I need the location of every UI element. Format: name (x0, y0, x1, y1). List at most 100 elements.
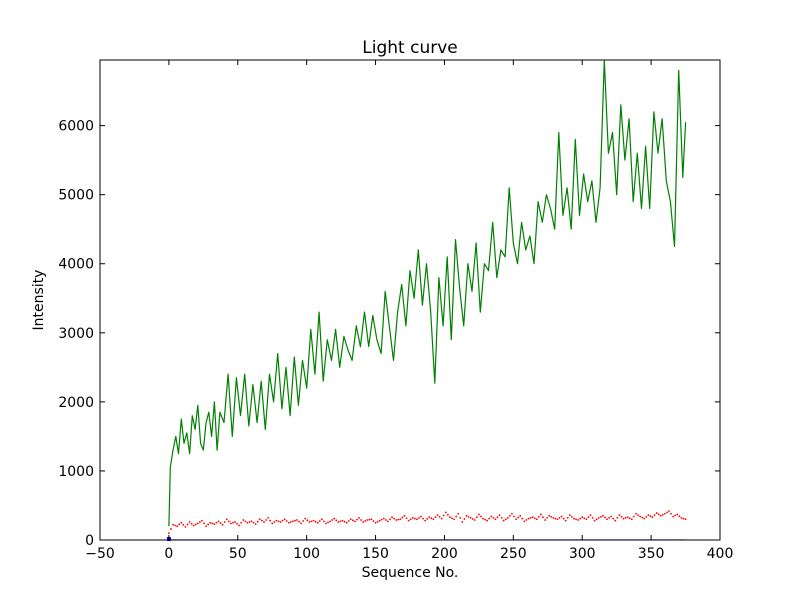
data-point (370, 518, 373, 521)
data-point (608, 516, 610, 519)
data-point (632, 515, 635, 518)
data-point (407, 519, 410, 522)
data-point (628, 517, 631, 520)
data-point (401, 516, 404, 519)
data-point (624, 516, 627, 519)
data-point (591, 516, 594, 519)
data-point (459, 516, 462, 519)
data-point (176, 525, 179, 528)
x-tick-label: −50 (85, 546, 115, 562)
data-point (368, 518, 371, 521)
data-point (252, 521, 255, 524)
data-point (637, 514, 639, 517)
data-point (217, 520, 220, 523)
data-point (614, 519, 617, 522)
data-point (296, 519, 298, 521)
data-point (384, 519, 387, 521)
data-point (585, 518, 588, 521)
data-point (314, 520, 317, 523)
data-point (273, 521, 276, 523)
y-tick-label: 6000 (58, 119, 94, 135)
data-point (492, 516, 495, 519)
data-point (639, 515, 641, 518)
data-point (422, 517, 424, 520)
data-point (535, 518, 538, 521)
data-point (430, 517, 433, 520)
data-point (680, 516, 683, 519)
data-point (203, 522, 205, 525)
data-point (566, 516, 569, 519)
data-point (306, 519, 309, 522)
data-point (364, 520, 367, 522)
data-point (242, 519, 245, 521)
data-point (215, 521, 218, 524)
series-1-points (167, 510, 687, 534)
data-point (601, 514, 604, 517)
data-point (523, 520, 526, 523)
data-point (389, 518, 391, 521)
data-point (248, 521, 251, 523)
data-point (490, 515, 493, 518)
data-point (542, 516, 544, 519)
data-point (263, 521, 265, 523)
data-point (457, 512, 460, 515)
data-point (517, 516, 520, 519)
y-tick-label: 1000 (58, 464, 94, 480)
data-point (531, 516, 534, 519)
data-point (211, 522, 214, 525)
data-point (672, 515, 675, 518)
y-tick-label: 4000 (58, 257, 94, 273)
data-point (626, 516, 629, 519)
data-point (275, 519, 278, 522)
data-point (399, 518, 402, 521)
data-point (446, 513, 449, 516)
data-point (198, 521, 201, 523)
data-point (577, 519, 579, 521)
data-point (415, 518, 418, 521)
data-point (539, 513, 542, 516)
data-point (635, 512, 637, 515)
data-point (682, 517, 685, 520)
data-point (562, 517, 565, 520)
data-point (287, 521, 290, 524)
data-point (649, 515, 652, 518)
data-point (622, 517, 625, 520)
data-point (221, 523, 224, 526)
data-point (573, 517, 575, 520)
data-point (320, 518, 323, 521)
data-point (304, 517, 307, 520)
data-point (372, 520, 375, 522)
data-point (606, 518, 608, 521)
data-point (232, 521, 234, 524)
data-point (587, 516, 590, 519)
data-point (548, 514, 551, 517)
data-point (205, 525, 207, 528)
data-point (500, 516, 503, 519)
x-tick-label: 50 (229, 546, 247, 562)
data-point (486, 519, 489, 522)
y-axis-label: Intensity (31, 270, 47, 331)
data-point (279, 521, 282, 523)
data-point (188, 521, 191, 523)
data-point (374, 521, 377, 524)
x-tick-label: 200 (431, 546, 458, 562)
data-point (356, 518, 358, 521)
data-point (244, 520, 247, 523)
data-point (335, 519, 338, 522)
data-point (269, 519, 272, 522)
data-point (322, 520, 325, 523)
data-point (395, 519, 398, 521)
data-point (294, 519, 296, 522)
data-point (349, 518, 352, 521)
data-point (552, 516, 555, 519)
data-point (172, 523, 174, 526)
data-point (511, 512, 513, 515)
tick-layer: −50 0 50 100 150 200 250 300 350 4000100020003000… (58, 60, 733, 562)
data-point (651, 516, 654, 519)
data-point (568, 514, 571, 517)
data-point (434, 516, 437, 519)
data-point (620, 515, 623, 518)
data-point (207, 523, 210, 526)
data-point (271, 522, 274, 525)
